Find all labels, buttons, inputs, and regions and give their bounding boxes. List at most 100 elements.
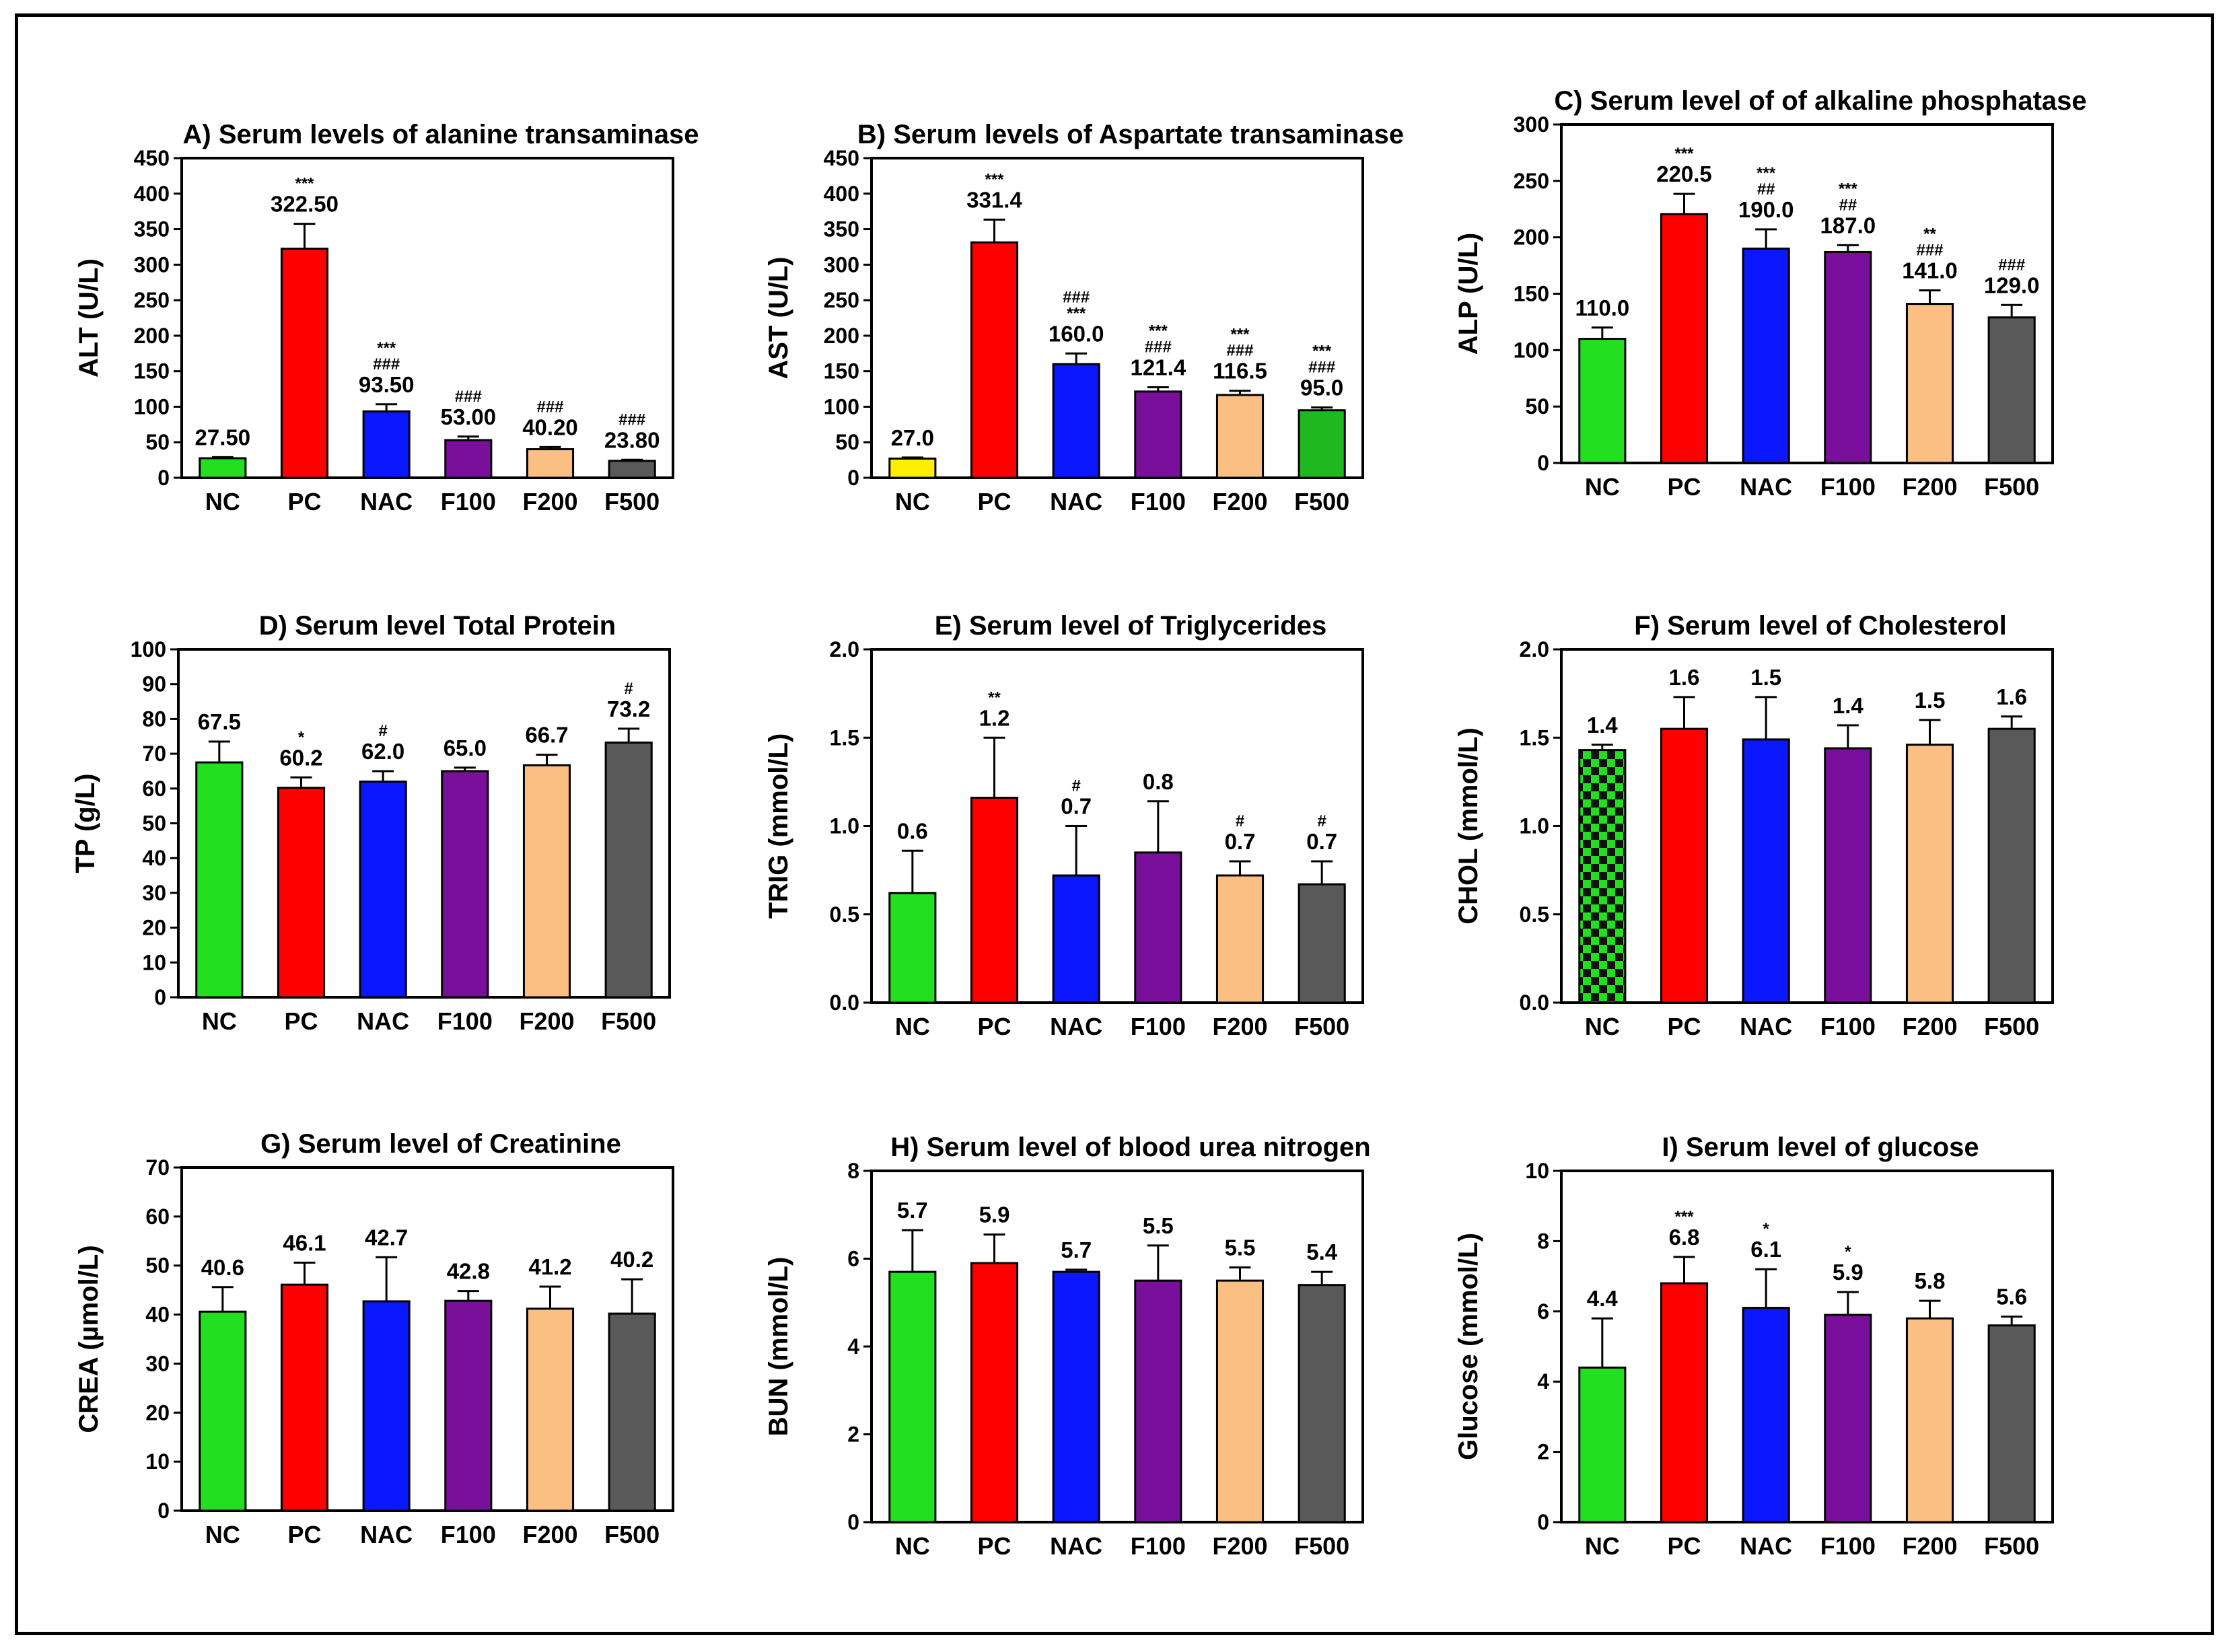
y-tick-label: 0 <box>154 985 166 1009</box>
significance-marker: ### <box>1998 256 2025 274</box>
y-tick-label: 50 <box>835 430 859 454</box>
chart-title: C) Serum level of of alkaline phosphatas… <box>1554 86 2086 116</box>
bar-pc <box>280 248 329 479</box>
value-label: 5.5 <box>1143 1213 1174 1238</box>
x-category-label: F100 <box>441 488 496 515</box>
x-category-label: F500 <box>1294 488 1349 515</box>
bar-pc <box>1660 1282 1709 1523</box>
bar-f200 <box>522 764 571 999</box>
y-tick-label: 60 <box>145 1205 170 1229</box>
x-category-label: F100 <box>1820 1013 1876 1040</box>
x-category-label: PC <box>284 1007 318 1035</box>
value-label: 65.0 <box>444 735 487 760</box>
y-tick-label: 30 <box>145 1351 170 1375</box>
bar-f500 <box>608 460 656 479</box>
y-tick-label: 1.5 <box>1520 725 1549 750</box>
x-category-label: F200 <box>1902 473 1957 501</box>
y-tick-label: 0.0 <box>1520 991 1549 1015</box>
y-tick-label: 2 <box>847 1423 859 1447</box>
y-tick-label: 70 <box>142 742 166 766</box>
x-category-label: PC <box>287 488 321 515</box>
bar-nc <box>888 892 937 1004</box>
value-label: 187.0 <box>1820 213 1876 238</box>
value-label: 41.2 <box>528 1254 571 1279</box>
x-category-label: F200 <box>1212 1532 1267 1560</box>
bar-f100 <box>441 770 489 999</box>
y-tick-label: 200 <box>824 324 859 348</box>
y-tick-label: 1.0 <box>1520 814 1549 838</box>
significance-marker: # <box>1071 777 1080 795</box>
value-label: 27.50 <box>195 425 251 450</box>
chart-panel-b: B) Serum levels of Aspartate transaminas… <box>764 120 1404 515</box>
y-tick-label: 250 <box>1514 169 1549 193</box>
significance-marker: * <box>1845 1243 1851 1261</box>
significance-marker: *** <box>1674 145 1694 163</box>
significance-marker: *** <box>1067 304 1086 322</box>
bar-nc <box>199 457 247 479</box>
value-label: 331.4 <box>966 187 1022 212</box>
significance-marker: *** <box>295 175 314 193</box>
value-label: 0.7 <box>1061 794 1092 819</box>
chart-title: H) Serum level of blood urea nitrogen <box>890 1133 1370 1162</box>
x-category-label: F500 <box>604 1521 660 1548</box>
y-tick-label: 10 <box>142 950 166 974</box>
value-label: 0.7 <box>1225 829 1256 854</box>
y-tick-label: 2.0 <box>830 637 859 661</box>
bar-pc <box>277 787 326 999</box>
plot-frame <box>1560 1170 2054 1523</box>
bar-f200 <box>1215 874 1265 1004</box>
bar-f100 <box>444 1299 493 1512</box>
chart-panel-i: I) Serum level of glucose Glucose (mmol/L… <box>1454 1133 2054 1560</box>
value-label: 0.8 <box>1143 769 1174 794</box>
x-category-label: F100 <box>1820 1532 1876 1560</box>
x-category-label: F100 <box>1820 473 1876 501</box>
chart-title: F) Serum level of Cholesterol <box>1634 611 2006 641</box>
value-label: 1.2 <box>979 705 1010 730</box>
x-category-label: F100 <box>1131 488 1186 515</box>
value-label: 1.6 <box>1996 684 2027 709</box>
x-category-label: PC <box>287 1521 321 1548</box>
y-tick-label: 150 <box>1514 282 1549 306</box>
bar-nac <box>1742 738 1790 1004</box>
y-tick-label: 200 <box>134 324 170 348</box>
plot-frame <box>870 648 1364 1004</box>
y-tick-label: 100 <box>131 637 166 661</box>
chart-panel-f: F) Serum level of Cholesterol CHOL (mmol/… <box>1454 611 2054 1040</box>
value-label: 1.6 <box>1669 665 1700 690</box>
y-axis-label: CHOL (mmol/L) <box>1454 727 1483 925</box>
value-label: 5.9 <box>1833 1260 1864 1285</box>
x-category-label: F500 <box>1984 1013 2039 1040</box>
x-category-label: F500 <box>1294 1013 1349 1040</box>
bar-pc <box>1660 727 1709 1004</box>
y-tick-label: 2 <box>1537 1440 1549 1464</box>
x-category-label: NAC <box>1740 1013 1792 1040</box>
x-category-label: F200 <box>519 1007 574 1035</box>
significance-marker: *** <box>1149 322 1168 340</box>
y-tick-label: 450 <box>134 146 170 170</box>
significance-marker: ### <box>1063 288 1090 306</box>
significance-marker: * <box>1763 1220 1769 1238</box>
y-tick-label: 0 <box>1537 451 1549 475</box>
x-category-label: F100 <box>441 1521 496 1548</box>
plot-frame <box>870 157 1364 479</box>
plot-frame <box>180 157 674 479</box>
y-axis-label: Glucose (mmol/L) <box>1454 1233 1483 1460</box>
y-tick-label: 100 <box>824 394 859 419</box>
significance-marker: ### <box>455 388 482 406</box>
significance-marker: # <box>624 680 633 698</box>
significance-marker: ** <box>988 688 1001 707</box>
x-category-label: F500 <box>604 488 660 515</box>
value-label: 160.0 <box>1049 321 1104 346</box>
value-label: 5.4 <box>1306 1240 1338 1264</box>
bar-f100 <box>1824 1314 1872 1523</box>
y-tick-label: 20 <box>142 916 166 940</box>
y-axis-label: ALP (U/L) <box>1454 233 1483 355</box>
value-label: 0.6 <box>897 818 928 843</box>
bar-nac <box>1052 1270 1100 1523</box>
x-category-label: F200 <box>522 488 577 515</box>
bar-pc <box>970 241 1019 479</box>
x-category-label: NAC <box>1050 1013 1102 1040</box>
bar-nac <box>1052 874 1100 1004</box>
bar-f500 <box>604 742 653 999</box>
bar-f500 <box>1298 883 1346 1004</box>
